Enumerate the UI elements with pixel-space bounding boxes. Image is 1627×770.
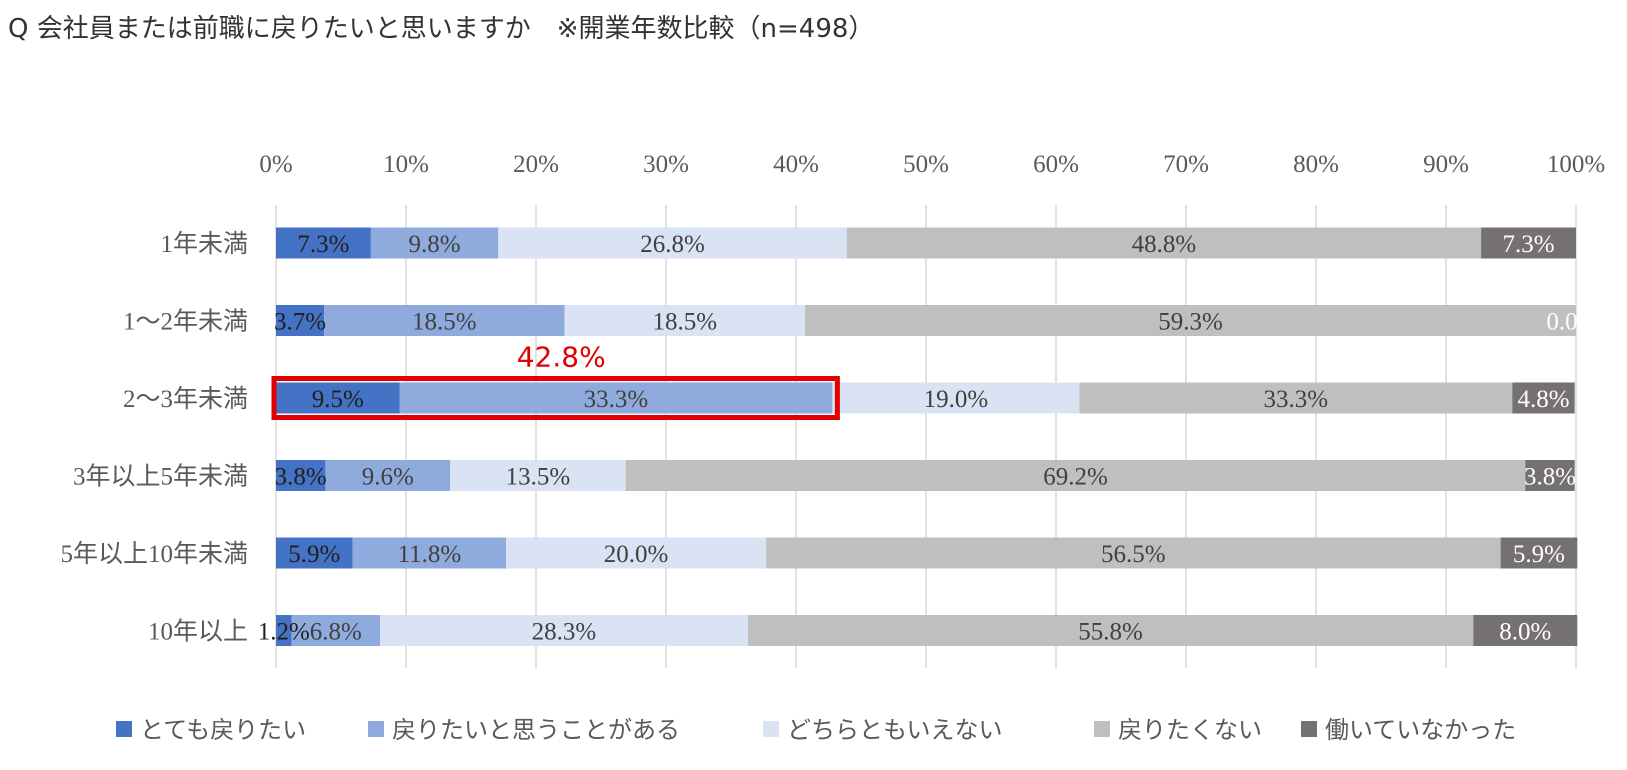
bar-segment [276,460,326,491]
data-label: 26.8% [640,231,705,258]
x-tick-label: 10% [383,151,429,178]
data-label: 13.5% [506,464,571,491]
bar-segment [291,615,380,646]
bar-segment [1079,382,1513,414]
bar-segment [498,227,847,259]
legend-label: どちらともいえない [787,716,1003,744]
category-label: 2～3年未満 [123,385,248,413]
data-label: 55.8% [1078,619,1143,646]
data-label: 69.2% [1043,464,1108,491]
bar-segment [276,305,325,336]
data-label: 28.3% [532,619,597,646]
legend-swatch [763,721,779,737]
category-label: 10年以上 [148,618,248,646]
bar-segment [805,305,1576,336]
x-tick-label: 60% [1033,151,1079,178]
data-label: 7.3% [1503,231,1555,258]
bar-segment [399,382,833,414]
bar-segment [846,227,1482,259]
highlight-box [271,376,840,420]
gridlines [275,205,1577,668]
category-label: 5年以上10年未満 [60,540,248,568]
data-label: 7.3% [297,231,349,258]
data-label: 33.3% [1264,386,1329,413]
data-label: 3.8% [1524,464,1576,491]
data-label: 9.5% [312,386,364,413]
data-label: 59.3% [1158,309,1223,336]
data-label: 18.5% [653,309,718,336]
data-label: 33.3% [584,386,649,413]
bar-segment [832,382,1080,414]
data-label: 0.0 [1546,309,1577,336]
x-axis-ticks: 0% 10% 20% 30% 40% 50% 60% 70% 80% 90% 100% [259,151,1605,178]
x-tick-label: 90% [1423,151,1469,178]
bar-segment [276,615,292,646]
legend-swatch [1094,721,1110,737]
bar-segment [1481,227,1576,259]
legend-label: 戻りたくない [1118,716,1262,744]
data-label: 5.9% [288,541,340,568]
annotation: 42.8% [271,341,840,420]
legend-label: とても戻りたい [140,716,306,744]
bar-segment [276,382,400,414]
x-tick-label: 20% [513,151,559,178]
data-label: 48.8% [1132,231,1197,258]
bar-segment [747,615,1474,646]
bar-segment [1525,460,1575,491]
data-label: 20.0% [604,541,669,568]
legend-label: 働いていなかった [1325,716,1516,744]
data-label: 6.8% [310,619,362,646]
data-label: 9.8% [409,231,461,258]
x-tick-label: 70% [1163,151,1209,178]
legend-swatch [116,721,132,737]
x-tick-label: 100% [1547,151,1605,178]
data-label: 8.0% [1499,619,1551,646]
data-label: 19.0% [924,386,989,413]
data-label: 56.5% [1101,541,1166,568]
x-tick-label: 50% [903,151,949,178]
bar-segment [766,537,1501,569]
data-label: 3.8% [275,464,327,491]
bar-segment [370,227,499,259]
chart-title: Q 会社員または前職に戻りたいと思いますか ※開業年数比較（n=498） [8,14,875,44]
bar-segment [325,460,451,491]
category-label: 1～2年未満 [123,308,248,336]
bar-segment [276,227,371,259]
annotation-label: 42.8% [517,341,606,374]
data-label: 4.8% [1517,386,1569,413]
bar-segment [625,460,1526,491]
bar-segment [564,305,806,336]
legend: とても戻りたい 戻りたいと思うことがある どちらともいえない 戻りたくない 働いていなか… [116,716,1516,744]
x-tick-label: 40% [773,151,819,178]
data-label: 9.6% [362,464,414,491]
bars [276,227,1578,646]
legend-swatch [1301,721,1317,737]
category-label: 1年未満 [160,230,248,258]
x-tick-label: 80% [1293,151,1339,178]
data-label: 18.5% [412,309,477,336]
category-labels: 1年未満 1～2年未満 2～3年未満 3年以上5年未満 5年以上10年未満 10年以上 [60,230,248,646]
bar-segment [1473,615,1578,646]
data-label: 3.7% [274,309,326,336]
bar-segment [450,460,626,491]
bar-segment [1500,537,1578,569]
x-tick-label: 0% [259,151,292,178]
legend-swatch [368,721,384,737]
data-label: 1.2% [258,619,310,646]
bar-segment [1512,382,1575,414]
category-label: 3年以上5年未満 [73,463,248,491]
data-label: 5.9% [1513,541,1565,568]
data-label: 11.8% [398,541,462,568]
bar-segment [324,305,565,336]
bar-segment [380,615,748,646]
data-labels: 7.3% 9.8% 26.8% 48.8% 7.3% 3.7% 18.5% 18.5% 59.3… [258,231,1578,646]
legend-label: 戻りたいと思うことがある [392,716,680,744]
bar-segment [276,537,353,569]
bar-segment [506,537,767,569]
x-tick-label: 30% [643,151,689,178]
bar-segment [352,537,507,569]
